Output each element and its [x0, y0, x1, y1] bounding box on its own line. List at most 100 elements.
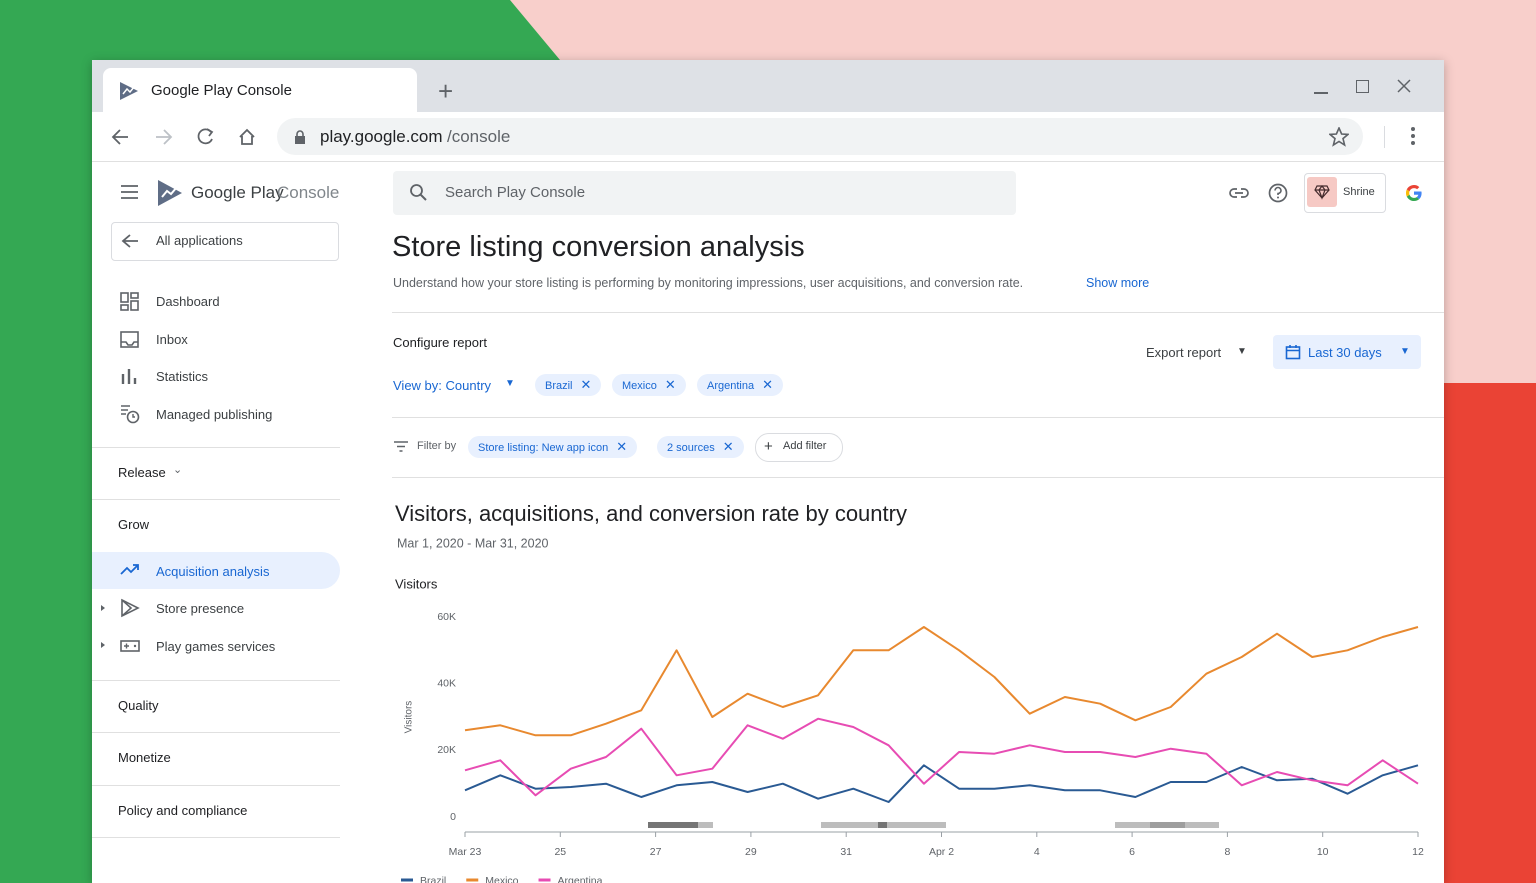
header-icons[interactable] [1229, 182, 1291, 204]
divider [392, 417, 1444, 418]
nav-item[interactable]: Store presence [156, 601, 245, 616]
account-avatar [1307, 177, 1337, 207]
url-host: play.google.com [320, 127, 443, 146]
chart-subtitle: Mar 1, 2020 - Mar 31, 2020 [397, 536, 549, 550]
tab-icon [120, 82, 138, 100]
search-box[interactable] [393, 171, 1016, 215]
maximize[interactable] [1356, 80, 1369, 93]
dropdown-arrow: ▼ [1237, 346, 1247, 357]
date-range: Last 30 days [1308, 345, 1382, 360]
nav-item[interactable]: Managed publishing [156, 407, 273, 422]
legend-label: Argentina [558, 875, 603, 883]
menu[interactable] [1410, 126, 1416, 146]
chip-label: Brazil [545, 380, 573, 392]
show-more[interactable]: Show more [1086, 276, 1150, 290]
toolbar-border [92, 161, 1444, 162]
separator [1384, 126, 1385, 148]
nav-icons [120, 292, 140, 424]
country-chip[interactable]: Argentina ✕ [697, 374, 783, 396]
close[interactable] [1397, 79, 1411, 93]
divider [392, 477, 1444, 478]
divider [92, 680, 340, 681]
series-line [464, 717, 1419, 797]
lock-icon [295, 130, 305, 144]
event-marker [648, 822, 698, 828]
x-tick-label: Apr 2 [929, 846, 954, 858]
x-tick-label: 27 [650, 846, 662, 858]
minimize[interactable] [1314, 92, 1328, 94]
section-monetize[interactable]: Monetize [118, 750, 171, 765]
legend-label: Brazil [420, 875, 446, 883]
x-tick-label: 6 [1129, 846, 1135, 858]
configure-label: Configure report [393, 335, 487, 350]
export-report[interactable]: Export report [1146, 345, 1222, 360]
tab-title: Google Play Console [151, 82, 292, 99]
y-tick-label: 60K [437, 611, 456, 623]
back-arrow [121, 234, 138, 248]
add-filter-label: Add filter [783, 440, 827, 452]
chevron: ⌄ [173, 464, 183, 476]
divider [392, 312, 1444, 313]
x-tick-label: 29 [745, 846, 757, 858]
chip-label: 2 sources [667, 442, 715, 454]
dropdown-arrow: ▼ [505, 378, 515, 389]
acquisition-icon [120, 564, 139, 575]
section-policy[interactable]: Policy and compliance [118, 803, 248, 818]
y-tick-label: 20K [437, 744, 456, 756]
nav-buttons[interactable] [110, 126, 270, 148]
calendar-icon [1285, 345, 1301, 360]
x-tick-label: 12 [1412, 846, 1424, 858]
back-button[interactable] [111, 222, 339, 261]
view-by[interactable]: View by: Country [393, 378, 492, 393]
y-tick-label: 0 [450, 811, 456, 823]
hamburger[interactable] [120, 184, 140, 200]
page-description: Understand how your store listing is per… [393, 276, 1024, 290]
address-bar[interactable] [277, 118, 1363, 155]
x-tick-label: 4 [1034, 846, 1040, 858]
add-filter-button[interactable] [755, 433, 843, 462]
section-quality[interactable]: Quality [118, 698, 159, 713]
x-tick-label: 31 [840, 846, 852, 858]
series-line [464, 626, 1419, 737]
section-grow: Grow [118, 517, 150, 532]
account-chip[interactable] [1304, 173, 1386, 213]
back-label: All applications [156, 233, 243, 248]
series-line [464, 764, 1419, 803]
country-chip[interactable]: Mexico ✕ [612, 374, 686, 396]
nav-item[interactable]: Inbox [156, 332, 188, 347]
new-tab[interactable]: + [438, 76, 454, 106]
chip-label: Store listing: New app icon [478, 442, 609, 454]
x-tick-label: 10 [1317, 846, 1329, 858]
shrine-icon [1314, 185, 1330, 200]
nav-item[interactable]: Statistics [156, 369, 209, 384]
tab[interactable] [103, 68, 417, 112]
chart-title: Visitors, acquisitions, and conversion r… [395, 501, 907, 526]
filter-icon [394, 441, 408, 452]
filter-label: Filter by [417, 440, 457, 452]
chip-label: Mexico [622, 380, 657, 392]
section-release[interactable]: Release [118, 465, 166, 480]
divider [92, 785, 340, 786]
chart-y-title: Visitors [395, 576, 438, 591]
brand-logo [158, 180, 182, 206]
nav-item[interactable]: Dashboard [156, 294, 220, 309]
x-tick-label: Mar 23 [449, 846, 482, 858]
legend-label: Mexico [485, 875, 518, 883]
event-marker [1150, 822, 1185, 828]
divider [92, 732, 340, 733]
browser-window: Google Play Console + play.google.com /c… [92, 60, 1444, 883]
filter-chip[interactable]: 2 sources ✕ [657, 436, 744, 458]
account-name: Shrine [1343, 186, 1375, 198]
nav-item[interactable]: Play games services [156, 639, 276, 654]
filter-chip[interactable]: Store listing: New app icon ✕ [468, 436, 638, 458]
grow-icons [101, 598, 140, 652]
date-range-button[interactable] [1273, 335, 1421, 369]
google-logo[interactable] [1404, 183, 1424, 203]
divider [92, 447, 340, 448]
nav-item-active[interactable]: Acquisition analysis [156, 564, 270, 579]
country-chip[interactable]: Brazil ✕ [535, 374, 602, 396]
x-tick-label: 8 [1224, 846, 1230, 858]
bookmark-star[interactable] [1329, 127, 1349, 147]
